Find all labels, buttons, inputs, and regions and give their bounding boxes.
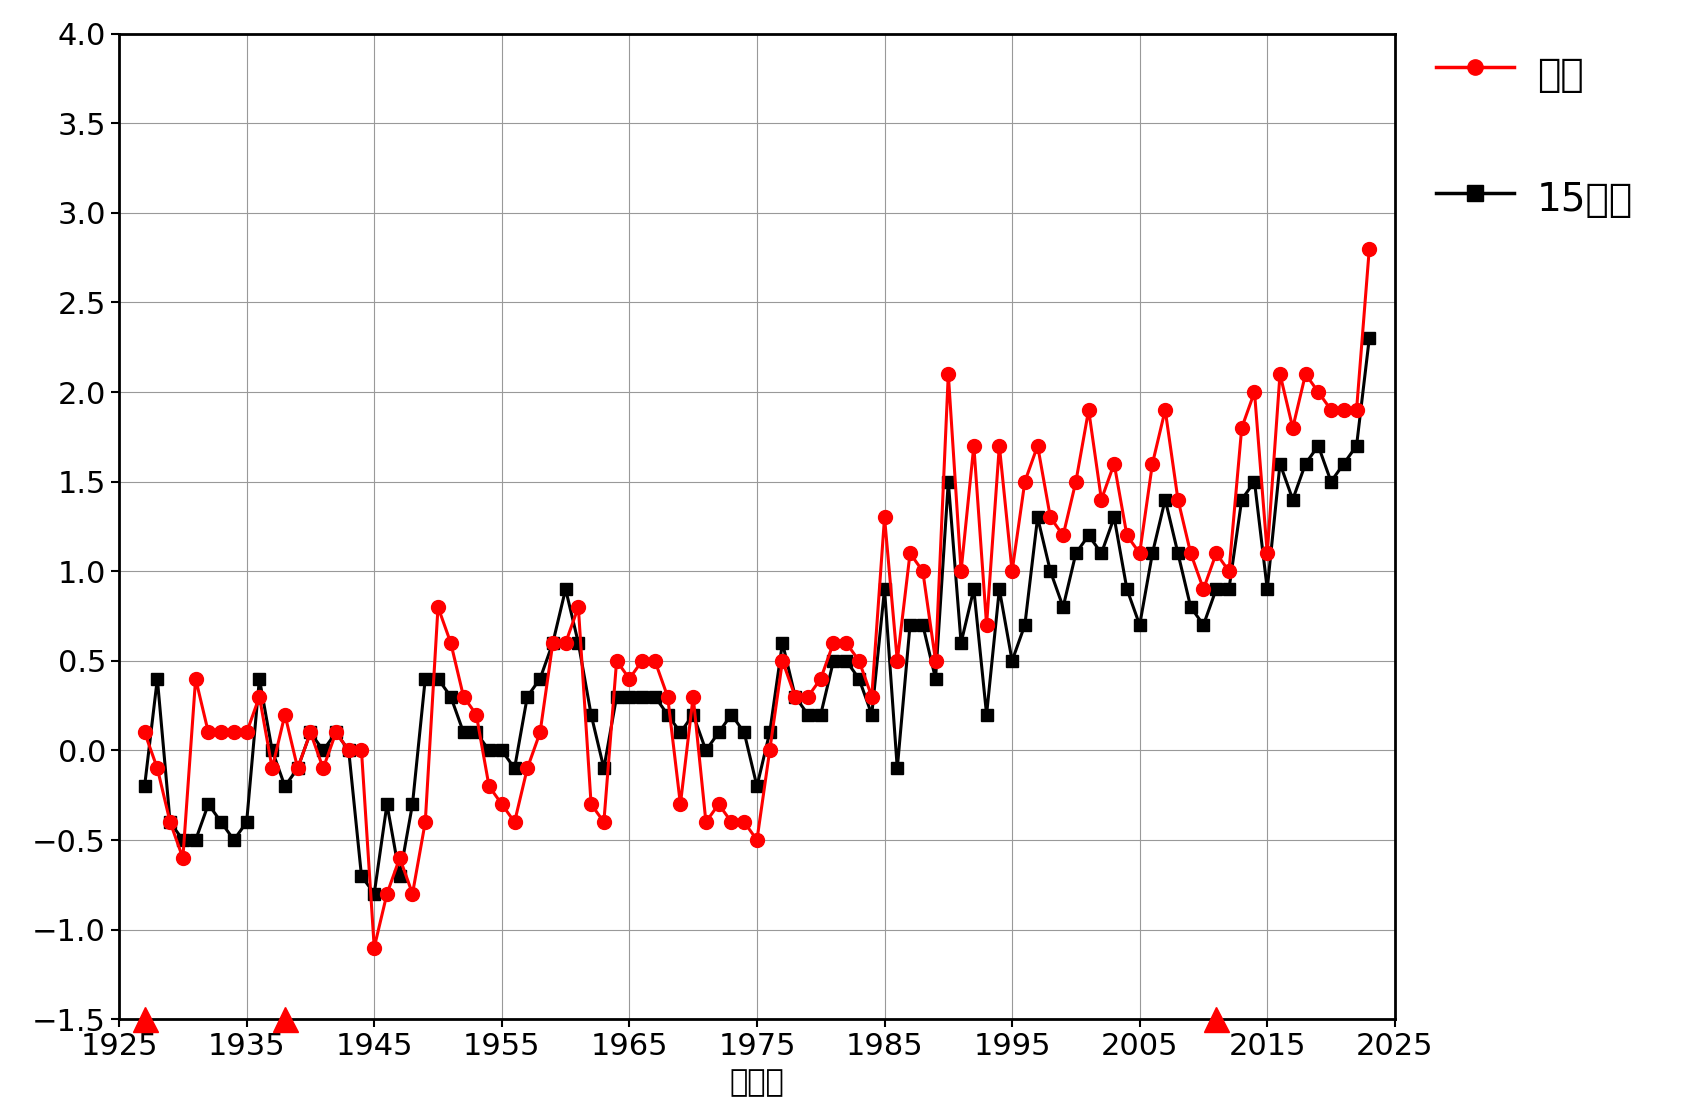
Legend: 新潟, 15地点: 新潟, 15地点 [1420, 34, 1648, 237]
X-axis label: （年）: （年） [730, 1068, 784, 1098]
